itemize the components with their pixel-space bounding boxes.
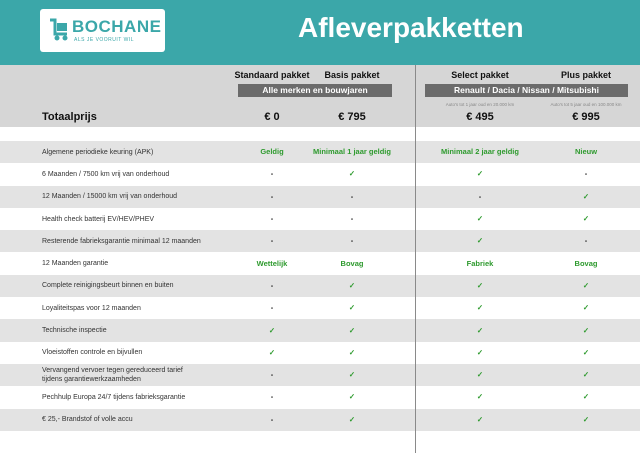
package-note: Auto's tot 5 jaar oud en 100.000 km (550, 102, 622, 107)
row-cell: ✓ (348, 303, 356, 313)
row-cell: Nieuw (574, 147, 598, 157)
package-name: Basis pakket (324, 70, 380, 80)
package-price: € 995 (572, 111, 600, 123)
row-cell: Bovag (340, 258, 364, 268)
row-cell: - (584, 236, 588, 246)
row-cell: - (270, 169, 274, 179)
row-cell: ✓ (348, 370, 356, 380)
row-cell: - (270, 214, 274, 224)
package-price: € 495 (466, 111, 494, 123)
row-cell: ✓ (348, 169, 356, 179)
row-cell: Fabriek (466, 258, 494, 268)
page-title: Afleverpakketten (298, 12, 524, 43)
row-label: Health check batterij EV/HEV/PHEV (42, 215, 155, 223)
package-price: € 795 (338, 111, 366, 123)
row-label: 12 Maanden / 15000 km vrij van onderhoud (42, 193, 178, 201)
row-cell: ✓ (348, 414, 356, 424)
row-cell: ✓ (582, 191, 590, 201)
row-cell: ✓ (476, 370, 484, 380)
row-cell: - (270, 280, 274, 290)
row-cell: ✓ (476, 347, 484, 357)
table-row (0, 230, 640, 253)
package-price: € 0 (264, 111, 280, 123)
row-cell: - (270, 392, 274, 402)
row-cell: - (584, 169, 588, 179)
row-label: Vloeistoffen controle en bijvullen (42, 349, 143, 357)
row-cell: Minimaal 1 jaar geldig (313, 147, 391, 157)
row-label: Pechhulp Europa 24/7 tijdens fabrieksgar… (42, 393, 186, 401)
row-cell: ✓ (476, 325, 484, 335)
logo-tagline: ALS JE VOORUIT WIL (74, 37, 135, 43)
row-cell: ✓ (582, 214, 590, 224)
table-row (0, 364, 640, 387)
column-divider (415, 65, 416, 453)
package-name: Plus pakket (560, 70, 612, 80)
table-row (0, 408, 640, 431)
row-cell: ✓ (476, 303, 484, 313)
row-cell: ✓ (582, 392, 590, 402)
row-cell: Wettelijk (256, 258, 288, 268)
row-cell: - (478, 191, 482, 201)
row-cell: ✓ (582, 303, 590, 313)
table-row (0, 141, 640, 164)
row-cell: ✓ (582, 370, 590, 380)
row-cell: ✓ (348, 392, 356, 402)
row-cell: ✓ (582, 414, 590, 424)
row-label: 6 Maanden / 7500 km vrij van onderhoud (42, 170, 170, 178)
row-label: Complete reinigingsbeurt binnen en buite… (42, 282, 174, 290)
row-cell: ✓ (348, 280, 356, 290)
total-label: Totaalprijs (42, 111, 97, 123)
table-row (0, 185, 640, 208)
row-cell: ✓ (268, 325, 276, 335)
row-cell: ✓ (268, 347, 276, 357)
row-cell: ✓ (582, 280, 590, 290)
row-cell: Bovag (574, 258, 598, 268)
logo: BOCHANE ALS JE VOORUIT WIL (40, 9, 165, 52)
row-label: € 25,- Brandstof of volle accu (42, 416, 133, 424)
row-cell: Geldig (260, 147, 284, 157)
row-cell: - (270, 191, 274, 201)
row-cell: - (270, 236, 274, 246)
row-label: 12 Maanden garantie (42, 260, 109, 268)
row-cell: - (350, 214, 354, 224)
logo-icon (50, 18, 68, 41)
table-row (0, 319, 640, 342)
package-note: Auto's tot 1 jaar oud en 20.000 km (445, 102, 515, 107)
row-cell: - (350, 236, 354, 246)
group-bar: Alle merken en bouwjaren (238, 84, 392, 97)
row-cell: ✓ (582, 325, 590, 335)
row-cell: ✓ (476, 414, 484, 424)
row-cell: ✓ (476, 214, 484, 224)
row-cell: - (350, 191, 354, 201)
row-cell: ✓ (476, 280, 484, 290)
logo-name: BOCHANE (72, 17, 162, 36)
row-cell: - (270, 370, 274, 380)
row-cell: ✓ (582, 347, 590, 357)
table-row (0, 274, 640, 298)
row-label: Vervangend vervoer tegen gereduceerd tar… (42, 367, 183, 384)
row-cell: ✓ (476, 236, 484, 246)
row-cell: ✓ (476, 392, 484, 402)
row-cell: ✓ (476, 169, 484, 179)
row-label: Algemene periodieke keuring (APK) (42, 148, 154, 156)
row-label: Loyaliteitspas voor 12 maanden (42, 304, 141, 312)
row-cell: - (270, 303, 274, 313)
group-bar: Renault / Dacia / Nissan / Mitsubishi (425, 84, 628, 97)
package-name: Standaard pakket (234, 70, 310, 80)
row-cell: ✓ (348, 347, 356, 357)
row-label: Resterende fabrieksgarantie minimaal 12 … (42, 237, 201, 245)
row-label: Technische inspectie (42, 327, 107, 335)
row-cell: Minimaal 2 jaar geldig (441, 147, 519, 157)
row-cell: ✓ (348, 325, 356, 335)
package-name: Select pakket (451, 70, 509, 80)
row-cell: - (270, 414, 274, 424)
